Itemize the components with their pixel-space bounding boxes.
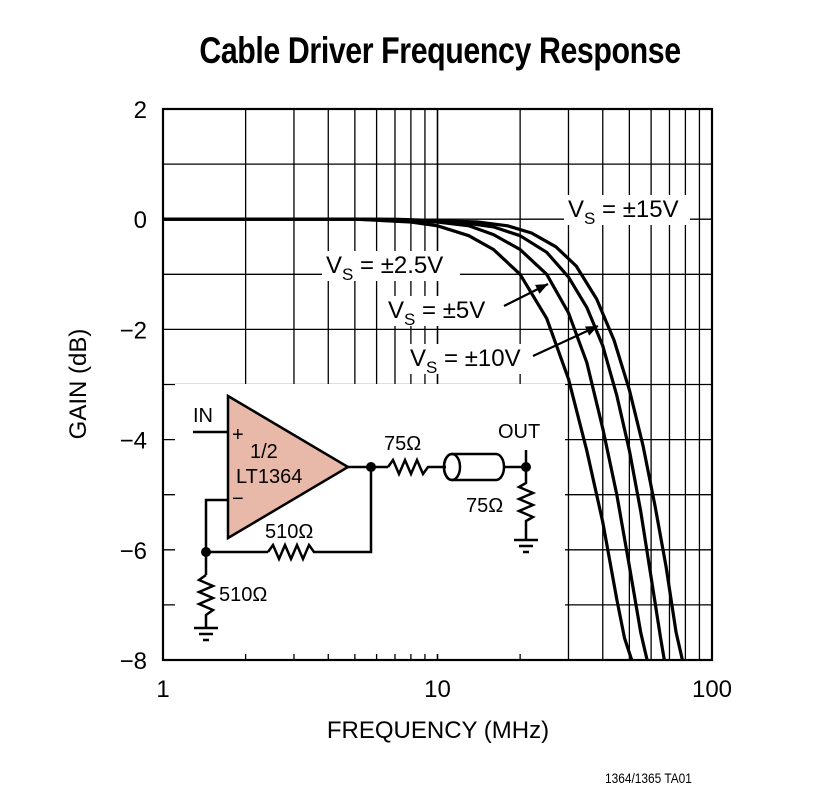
y-tick-label: 0 bbox=[134, 207, 147, 234]
series-line-4 bbox=[163, 217, 684, 661]
opamp-label-line2: LT1364 bbox=[236, 466, 302, 488]
curves bbox=[163, 217, 684, 661]
opamp-label-line1: 1/2 bbox=[250, 441, 278, 463]
junction-dot bbox=[521, 462, 531, 472]
load-resistor bbox=[515, 467, 537, 540]
series-label-background bbox=[564, 195, 690, 225]
y-tick-label: −8 bbox=[120, 648, 147, 675]
in-label: IN bbox=[193, 405, 213, 427]
series-label-background bbox=[384, 296, 496, 326]
series-resistor bbox=[386, 456, 446, 478]
junction-dot bbox=[201, 547, 211, 557]
y-tick-label: 2 bbox=[134, 97, 147, 124]
series-label-4: VS = ±15V bbox=[568, 196, 679, 228]
ground-resistor-label: 510Ω bbox=[219, 584, 267, 606]
cable-driver-schematic bbox=[175, 384, 565, 654]
plot-frame bbox=[161, 107, 714, 662]
y-tick-label: −4 bbox=[120, 428, 147, 455]
series-label-2: VS = ±5V bbox=[388, 297, 485, 329]
y-axis-label: GAIN (dB) bbox=[65, 329, 92, 440]
ground-resistor bbox=[195, 573, 217, 628]
junction-dot bbox=[366, 462, 376, 472]
series-label-background bbox=[322, 251, 460, 281]
y-tick-label: −2 bbox=[120, 317, 147, 344]
chart-title: Cable Driver Frequency Response bbox=[199, 30, 681, 71]
out-label: OUT bbox=[498, 421, 540, 443]
plus-sign: + bbox=[232, 424, 244, 446]
series-label-arrowhead bbox=[535, 284, 548, 294]
series-label-3: VS = ±10V bbox=[410, 345, 521, 377]
x-tick-label: 1 bbox=[156, 676, 169, 703]
series-label-1: VS = ±2.5V bbox=[326, 252, 443, 284]
feedback-resistor-label: 510Ω bbox=[265, 521, 313, 543]
coax-cable-end bbox=[442, 452, 462, 482]
y-tick-label: −6 bbox=[120, 538, 147, 565]
load-resistor-label: 75Ω bbox=[466, 495, 503, 517]
series-label-arrowhead bbox=[585, 326, 598, 336]
figure-code: 1364/1365 TA01 bbox=[605, 770, 692, 786]
x-tick-label: 100 bbox=[692, 676, 732, 703]
x-axis-label: FREQUENCY (MHz) bbox=[327, 717, 549, 744]
x-tick-label: 10 bbox=[424, 676, 451, 703]
tick-labels: 2 0 −2 −4 −6 −8 1 10 100 bbox=[120, 97, 732, 703]
opamp-symbol bbox=[226, 393, 351, 541]
feedback-resistor bbox=[266, 541, 318, 563]
feedback-wire-right bbox=[318, 467, 373, 554]
inverting-input-wire bbox=[204, 498, 228, 552]
minus-sign: − bbox=[232, 488, 244, 510]
series-label-background bbox=[406, 344, 532, 374]
plot-border bbox=[161, 107, 714, 662]
series-resistor-label: 75Ω bbox=[384, 433, 421, 455]
series-line-3 bbox=[163, 217, 666, 661]
